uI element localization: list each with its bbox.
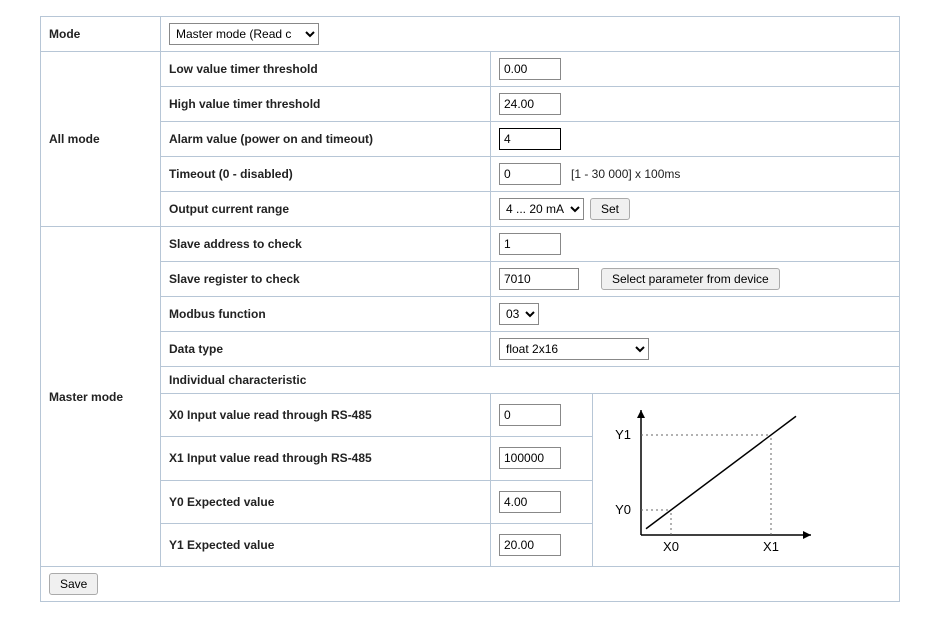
timeout-label: Timeout (0 - disabled) bbox=[161, 157, 491, 192]
x1-cell bbox=[491, 437, 593, 480]
svg-text:Y1: Y1 bbox=[615, 427, 631, 442]
modbus-fn-label: Modbus function bbox=[161, 297, 491, 332]
mode-select[interactable]: Master mode (Read c bbox=[169, 23, 319, 45]
x0-input[interactable] bbox=[499, 404, 561, 426]
config-table: Mode Master mode (Read c All mode Low va… bbox=[40, 16, 900, 602]
out-range-cell: 4 ... 20 mA Set bbox=[491, 192, 900, 227]
timeout-hint: [1 - 30 000] x 100ms bbox=[571, 167, 680, 181]
slave-reg-label: Slave register to check bbox=[161, 262, 491, 297]
diagram-cell: Y1 Y0 X0 X1 bbox=[593, 394, 900, 567]
high-threshold-label: High value timer threshold bbox=[161, 87, 491, 122]
mode-label: Mode bbox=[41, 17, 161, 52]
out-range-select[interactable]: 4 ... 20 mA bbox=[499, 198, 584, 220]
x0-label: X0 Input value read through RS-485 bbox=[161, 394, 491, 437]
master-mode-section: Master mode bbox=[41, 227, 161, 567]
slave-reg-cell: Select parameter from device bbox=[491, 262, 900, 297]
slave-addr-label: Slave address to check bbox=[161, 227, 491, 262]
y1-cell bbox=[491, 523, 593, 566]
high-threshold-cell bbox=[491, 87, 900, 122]
y1-label: Y1 Expected value bbox=[161, 523, 491, 566]
x0-cell bbox=[491, 394, 593, 437]
slave-addr-input[interactable] bbox=[499, 233, 561, 255]
all-mode-section: All mode bbox=[41, 52, 161, 227]
data-type-label: Data type bbox=[161, 332, 491, 367]
y0-cell bbox=[491, 480, 593, 523]
y0-input[interactable] bbox=[499, 491, 561, 513]
high-threshold-input[interactable] bbox=[499, 93, 561, 115]
low-threshold-cell bbox=[491, 52, 900, 87]
xy-diagram: Y1 Y0 X0 X1 bbox=[601, 400, 821, 560]
svg-text:X1: X1 bbox=[763, 539, 779, 554]
svg-text:Y0: Y0 bbox=[615, 502, 631, 517]
alarm-input[interactable] bbox=[499, 128, 561, 150]
low-threshold-input[interactable] bbox=[499, 58, 561, 80]
alarm-cell bbox=[491, 122, 900, 157]
y0-label: Y0 Expected value bbox=[161, 480, 491, 523]
data-type-cell: float 2x16 bbox=[491, 332, 900, 367]
slave-addr-cell bbox=[491, 227, 900, 262]
save-button[interactable]: Save bbox=[49, 573, 98, 595]
modbus-fn-select[interactable]: 03 bbox=[499, 303, 539, 325]
indiv-char-header: Individual characteristic bbox=[161, 367, 900, 394]
y1-input[interactable] bbox=[499, 534, 561, 556]
x1-input[interactable] bbox=[499, 447, 561, 469]
x1-label: X1 Input value read through RS-485 bbox=[161, 437, 491, 480]
select-param-button[interactable]: Select parameter from device bbox=[601, 268, 780, 290]
svg-text:X0: X0 bbox=[663, 539, 679, 554]
low-threshold-label: Low value timer threshold bbox=[161, 52, 491, 87]
slave-reg-input[interactable] bbox=[499, 268, 579, 290]
out-range-label: Output current range bbox=[161, 192, 491, 227]
footer-cell: Save bbox=[41, 567, 900, 602]
timeout-input[interactable] bbox=[499, 163, 561, 185]
mode-cell: Master mode (Read c bbox=[161, 17, 900, 52]
timeout-cell: [1 - 30 000] x 100ms bbox=[491, 157, 900, 192]
alarm-label: Alarm value (power on and timeout) bbox=[161, 122, 491, 157]
data-type-select[interactable]: float 2x16 bbox=[499, 338, 649, 360]
set-button[interactable]: Set bbox=[590, 198, 630, 220]
modbus-fn-cell: 03 bbox=[491, 297, 900, 332]
